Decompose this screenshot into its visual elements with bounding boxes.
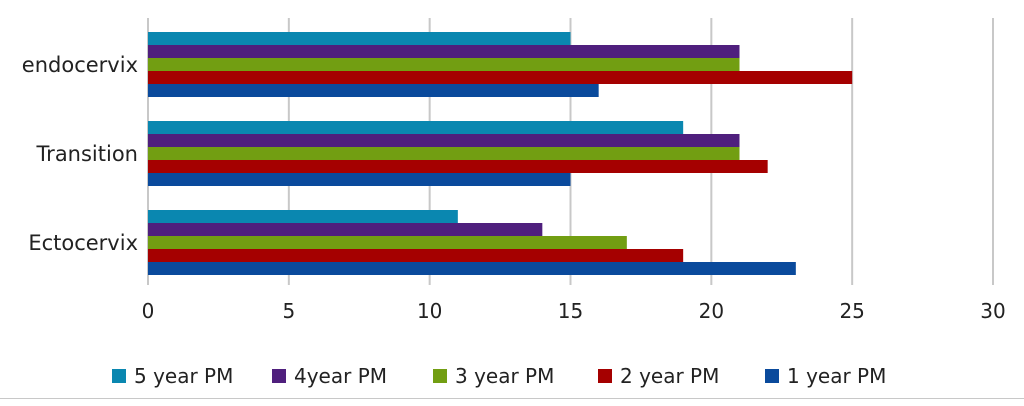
legend-swatch [272,369,286,383]
x-tick-label: 5 [282,299,295,323]
bar-ectocervix-4 [148,262,796,275]
legend-label: 4year PM [294,364,387,388]
bar-ectocervix-2 [148,236,627,249]
x-tick-label: 30 [980,299,1005,323]
bar-transition-3 [148,160,768,173]
x-tick-label: 15 [558,299,583,323]
x-tick-label: 10 [417,299,442,323]
legend-label: 2 year PM [620,364,719,388]
bar-ectocervix-1 [148,223,543,236]
bar-endocervix-1 [148,45,740,58]
bar-transition-1 [148,134,740,147]
legend-swatch [433,369,447,383]
bar-endocervix-2 [148,58,740,71]
bar-transition-2 [148,147,740,160]
legend-swatch [112,369,126,383]
legend-swatch [765,369,779,383]
x-tick-label: 25 [839,299,864,323]
divider [0,398,1024,399]
legend-label: 3 year PM [455,364,554,388]
category-label: Transition [35,142,138,166]
bar-ectocervix-0 [148,210,458,223]
category-label: Ectocervix [28,231,138,255]
legend-label: 1 year PM [787,364,886,388]
legend-swatch [598,369,612,383]
x-tick-label: 0 [142,299,155,323]
bar-endocervix-4 [148,84,599,97]
bar-transition-0 [148,121,684,134]
x-tick-label: 20 [699,299,724,323]
legend-label: 5 year PM [134,364,233,388]
category-label: endocervix [22,53,138,77]
bar-ectocervix-3 [148,249,684,262]
bar-transition-4 [148,173,571,186]
bar-endocervix-3 [148,71,853,84]
bar-endocervix-0 [148,32,571,45]
